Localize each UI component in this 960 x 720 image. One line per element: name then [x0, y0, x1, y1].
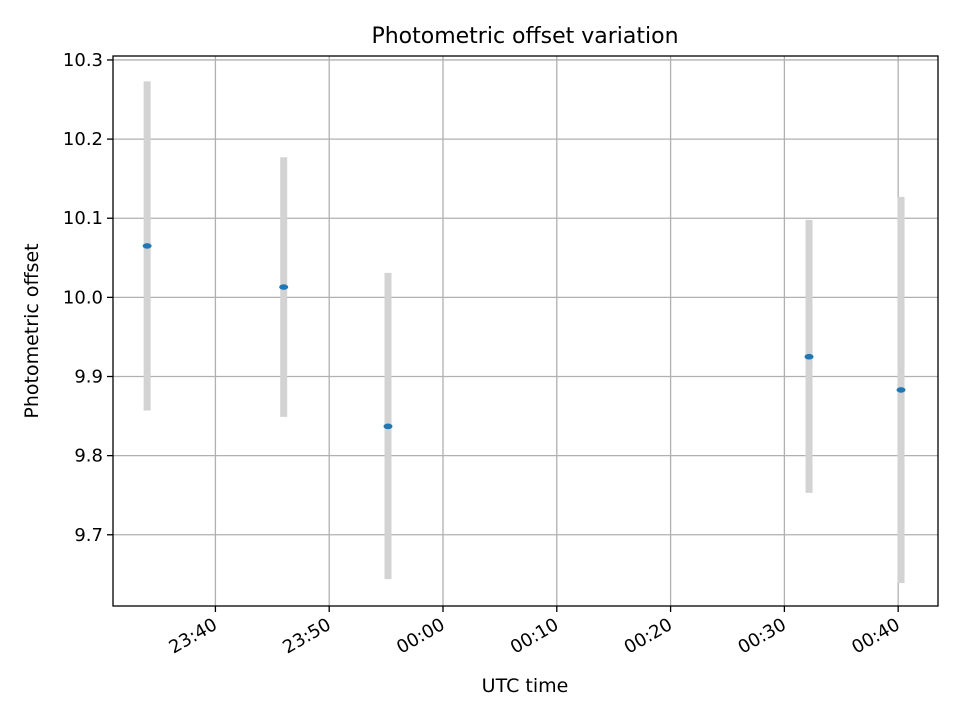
data-point [279, 284, 289, 290]
y-tick-label: 9.9 [74, 367, 103, 388]
y-tick-label: 10.3 [63, 50, 103, 71]
data-point [142, 243, 152, 249]
data-point [804, 353, 814, 360]
chart-title: Photometric offset variation [371, 24, 678, 49]
x-tick-label: 00:40 [848, 614, 903, 658]
y-axis-label: Photometric offset [21, 243, 43, 418]
x-tick-label: 00:10 [507, 614, 562, 658]
y-axis: 9.7 9.8 9.9 10.0 10.1 10.2 10.3 [63, 50, 113, 546]
x-tick-label: 00:30 [734, 614, 789, 658]
x-tick-label: 23:50 [279, 614, 334, 658]
x-tick-label: 23:40 [165, 614, 220, 658]
grid [113, 56, 938, 606]
data-point [896, 387, 906, 393]
y-tick-label: 10.0 [63, 287, 103, 308]
y-tick-label: 9.8 [74, 446, 103, 467]
x-tick-label: 00:00 [393, 614, 448, 658]
data-points [142, 243, 906, 430]
plot-frame [112, 55, 939, 607]
data-point [383, 423, 393, 430]
y-tick-label: 9.7 [74, 525, 103, 546]
x-axis-label: UTC time [482, 675, 569, 697]
x-tick-label: 00:20 [621, 614, 676, 658]
y-tick-label: 10.1 [63, 208, 103, 229]
x-axis: 23:40 23:50 00:00 00:10 00:20 00:30 00:40 [165, 606, 904, 658]
y-tick-label: 10.2 [63, 129, 103, 150]
error-bars [143, 81, 905, 584]
